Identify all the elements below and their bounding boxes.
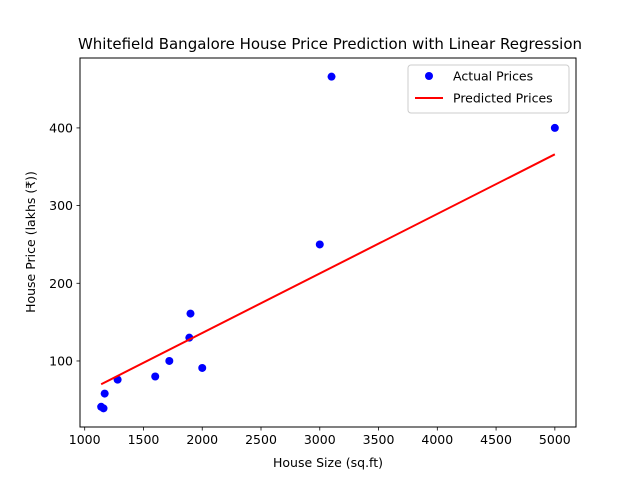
predicted-regression-line: [100, 153, 556, 386]
x-axis: 1000 1500 2000 2500 3000 3500 4000 4500 5000: [69, 427, 571, 447]
y-axis: 100 200 300 400: [49, 120, 80, 368]
data-point-actual-7: [186, 309, 195, 318]
x-tick-label: 3500: [363, 432, 395, 447]
plot-area: [97, 72, 559, 413]
legend-frame: [407, 64, 570, 114]
data-point-actual-8: [198, 363, 207, 372]
x-tick-label: 2500: [245, 432, 277, 447]
chart-title: Whitefield Bangalore House Price Predict…: [78, 35, 582, 53]
x-tick-label: 5000: [539, 432, 571, 447]
data-point-actual-9: [315, 240, 324, 249]
y-tick-label: 200: [49, 276, 73, 291]
x-tick-label: 4500: [480, 432, 512, 447]
legend: Actual Prices Predicted Prices: [407, 64, 570, 114]
legend-label-predicted-prices: Predicted Prices: [453, 91, 553, 106]
x-tick-label: 2000: [186, 432, 218, 447]
x-tick-label: 3000: [304, 432, 336, 447]
data-point-actual-2: [100, 389, 109, 398]
data-point-actual-11: [550, 123, 559, 132]
x-tick-label: 4000: [421, 432, 453, 447]
x-tick-label: 1500: [128, 432, 160, 447]
x-tick-label: 1000: [69, 432, 101, 447]
y-tick-label: 300: [49, 198, 73, 213]
data-point-actual-10: [327, 72, 336, 81]
y-tick-label: 100: [49, 353, 73, 368]
axes-frame: [79, 57, 577, 428]
y-tick-label: 400: [49, 120, 73, 135]
x-axis-label: House Size (sq.ft): [273, 455, 383, 470]
legend-label-actual-prices: Actual Prices: [453, 69, 533, 84]
data-point-actual-4: [151, 372, 160, 381]
legend-marker-actual-prices: [425, 72, 433, 80]
data-point-actual-5: [165, 356, 174, 365]
y-axis-label: House Price (lakhs (₹)): [23, 171, 38, 313]
data-point-actual-1: [99, 404, 108, 413]
